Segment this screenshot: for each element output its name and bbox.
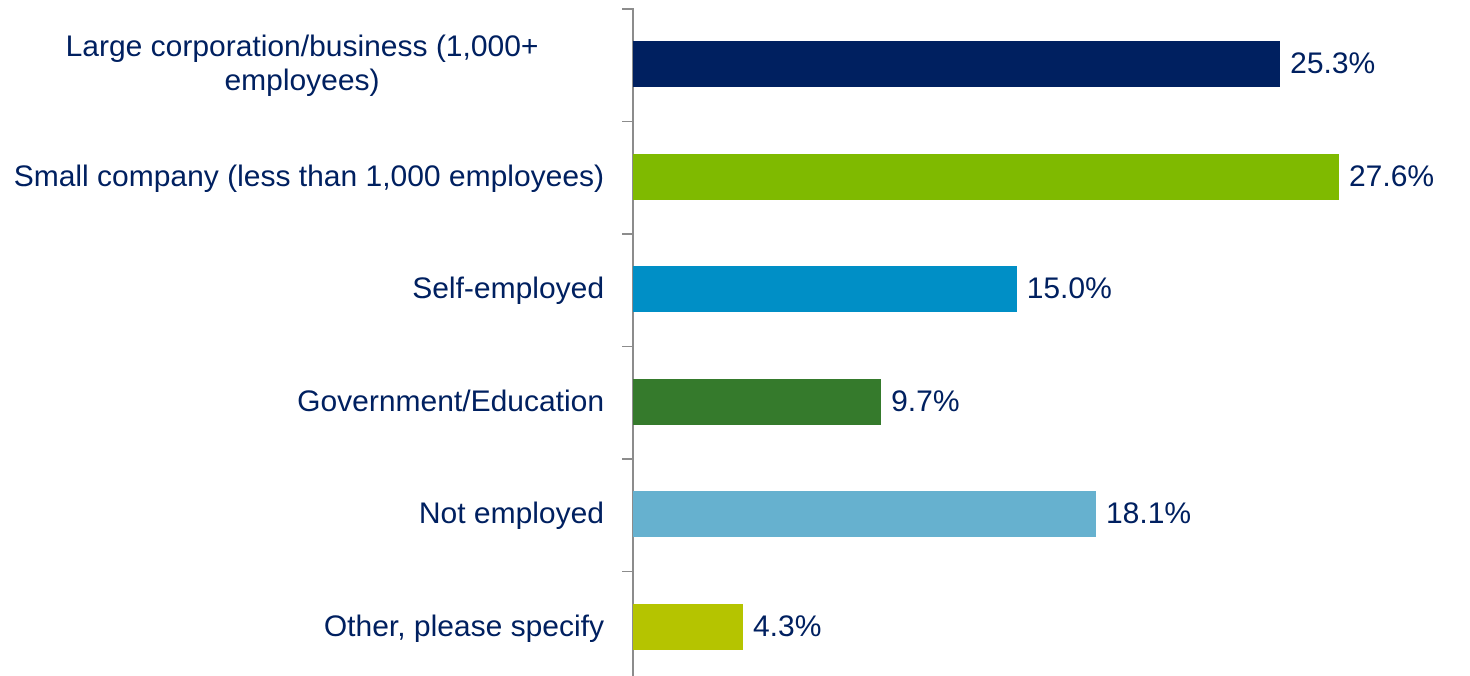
value-label: 9.7% xyxy=(891,384,960,418)
tick-mark xyxy=(622,570,633,572)
category-text: Large corporation/business (1,000+ emplo… xyxy=(65,30,539,98)
category-label: Not employed xyxy=(0,497,604,531)
category-label: Self-employed xyxy=(0,272,604,306)
tick-mark xyxy=(622,8,633,10)
value-label: 15.0% xyxy=(1026,272,1112,306)
category-label: Large corporation/business (1,000+ emplo… xyxy=(0,30,604,98)
category-label: Small company (less than 1,000 employees… xyxy=(0,160,604,194)
category-text: Not employed xyxy=(418,497,604,531)
category-text: Other, please specify xyxy=(323,609,604,643)
bar xyxy=(633,378,882,425)
category-text: Small company (less than 1,000 employees… xyxy=(13,159,604,193)
bar xyxy=(633,41,1281,88)
axis-line xyxy=(632,8,634,676)
category-label: Other, please specify xyxy=(0,610,604,644)
bar xyxy=(633,266,1017,313)
tick-mark xyxy=(622,120,633,122)
value-label: 27.6% xyxy=(1349,159,1435,193)
bar xyxy=(633,153,1339,200)
category-text: Government/Education xyxy=(297,384,604,418)
tick-mark xyxy=(622,458,633,460)
tick-mark xyxy=(622,345,633,347)
category-label: Government/Education xyxy=(0,385,604,419)
value-label: 25.3% xyxy=(1290,47,1376,81)
value-label: 18.1% xyxy=(1105,497,1192,531)
category-text: Self-employed xyxy=(412,272,604,306)
bar xyxy=(633,603,743,650)
value-label: 4.3% xyxy=(752,609,822,643)
bar xyxy=(633,491,1096,538)
tick-mark xyxy=(622,233,633,235)
